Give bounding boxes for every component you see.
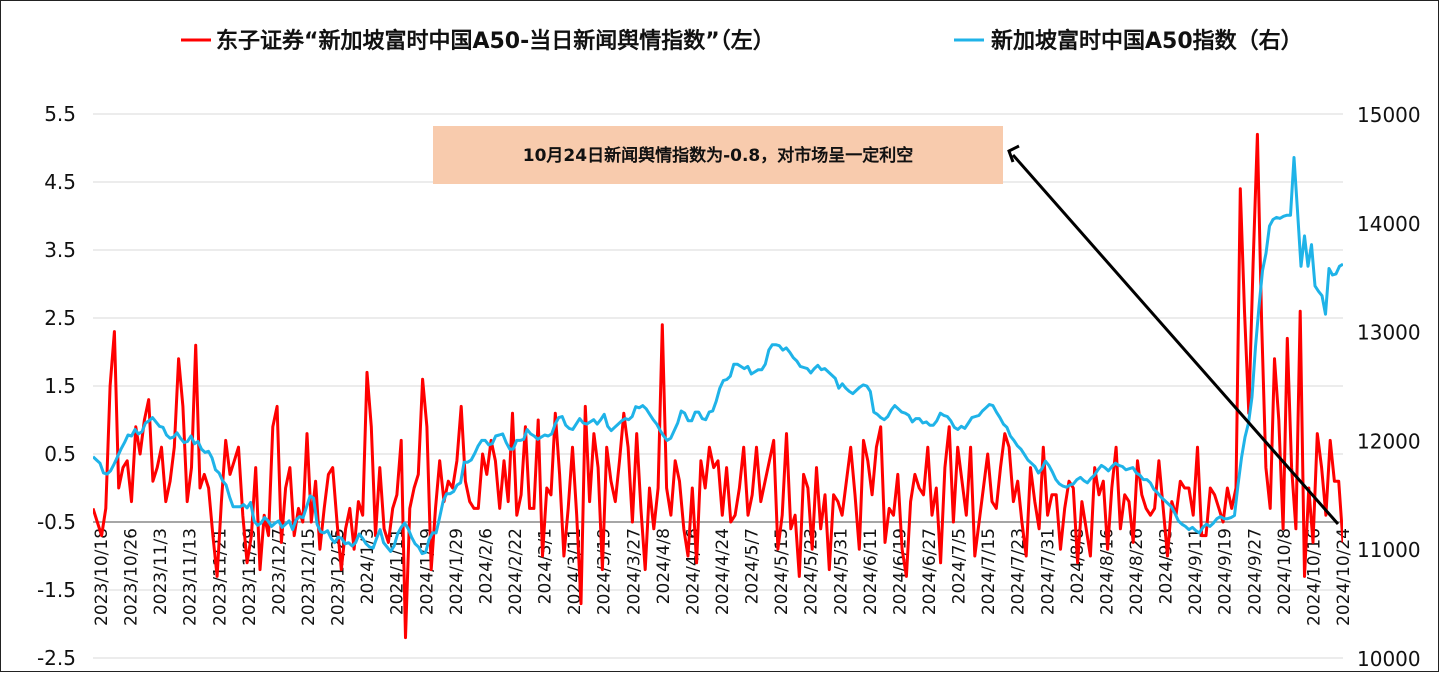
right-tick-label: 11000 — [1357, 538, 1421, 562]
right-tick-label: 10000 — [1357, 647, 1421, 671]
annotation-box — [433, 126, 1003, 184]
x-tick-label: 2024/9/27 — [1245, 528, 1265, 615]
x-tick-label: 2024/2/22 — [506, 528, 526, 615]
annotation-arrowhead — [1007, 144, 1020, 163]
annotation-arrow-line — [1011, 154, 1340, 525]
x-tick-label: 2024/8/8 — [1068, 528, 1088, 604]
annotation: 10月24日新闻舆情指数为-0.8，对市场呈一定利空 — [433, 126, 1340, 525]
x-tick-label: 2024/5/7 — [743, 528, 763, 604]
right-tick-label: 13000 — [1357, 321, 1421, 345]
left-tick-label: 2.5 — [44, 306, 76, 330]
x-tick-label: 2024/10/16 — [1304, 528, 1324, 626]
left-y-axis: 5.5 4.5 3.5 2.5 1.5 0.5 -0.5 -1.5 -2.5 — [37, 102, 76, 670]
x-tick-label: 2024/5/23 — [802, 528, 822, 615]
legend: 东子证券“新加坡富时中国A50-当日新闻舆情指数”（左） 新加坡富时中国A50指… — [181, 28, 1303, 54]
x-tick-label: 2023/12/15 — [299, 528, 319, 626]
x-tick-label: 2024/5/31 — [831, 528, 851, 615]
x-tick-label: 2023/10/26 — [122, 528, 142, 626]
x-tick-label: 2024/6/27 — [920, 528, 940, 615]
x-tick-label: 2023/11/13 — [181, 528, 201, 626]
x-tick-label: 2023/12/7 — [269, 528, 289, 615]
left-tick-label: 3.5 — [44, 238, 76, 262]
x-tick-label: 2024/6/19 — [890, 528, 910, 615]
x-tick-label: 2024/2/6 — [476, 528, 496, 604]
left-tick-label: 1.5 — [44, 374, 76, 398]
x-tick-label: 2024/1/29 — [447, 528, 467, 615]
left-tick-label: 5.5 — [44, 102, 76, 126]
x-tick-label: 2024/8/26 — [1127, 528, 1147, 615]
x-tick-label: 2024/9/3 — [1157, 528, 1177, 604]
right-tick-label: 12000 — [1357, 429, 1421, 453]
right-y-axis: 15000 14000 13000 12000 11000 10000 — [1357, 103, 1421, 671]
x-tick-label: 2024/9/19 — [1216, 528, 1236, 615]
left-tick-label: -2.5 — [37, 646, 76, 670]
x-tick-label: 2024/7/23 — [1009, 528, 1029, 615]
x-tick-label: 2024/7/5 — [950, 528, 970, 604]
x-tick-label: 2023/10/18 — [92, 528, 112, 626]
right-tick-label: 15000 — [1357, 103, 1421, 127]
x-tick-label: 2024/5/15 — [772, 528, 792, 615]
left-tick-label: 0.5 — [44, 442, 76, 466]
x-tick-label: 2024/4/24 — [713, 528, 733, 615]
x-tick-label: 2024/3/27 — [624, 528, 644, 615]
right-tick-label: 14000 — [1357, 212, 1421, 236]
x-tick-label: 2024/3/19 — [595, 528, 615, 615]
x-tick-label: 2024/10/8 — [1275, 528, 1295, 615]
x-tick-label: 2024/9/11 — [1186, 528, 1206, 615]
x-tick-label: 2024/8/16 — [1097, 528, 1117, 615]
left-tick-label: 4.5 — [44, 170, 76, 194]
series-line-a50-index — [93, 156, 1343, 556]
x-tick-label: 2024/7/31 — [1038, 528, 1058, 615]
legend-label-a50: 新加坡富时中国A50指数（右） — [991, 28, 1303, 54]
x-tick-label: 2023/11/3 — [151, 528, 171, 615]
x-tick-label: 2024/10/24 — [1334, 528, 1354, 626]
left-tick-label: -0.5 — [37, 510, 76, 534]
x-tick-label: 2024/3/1 — [536, 528, 556, 604]
x-tick-label: 2024/6/11 — [861, 528, 881, 615]
legend-label-sentiment: 东子证券“新加坡富时中国A50-当日新闻舆情指数”（左） — [216, 28, 775, 54]
left-tick-label: -1.5 — [37, 578, 76, 602]
x-tick-label: 2024/4/8 — [654, 528, 674, 604]
annotation-text: 10月24日新闻舆情指数为-0.8，对市场呈一定利空 — [523, 145, 914, 166]
x-tick-label: 2024/7/15 — [979, 528, 999, 615]
